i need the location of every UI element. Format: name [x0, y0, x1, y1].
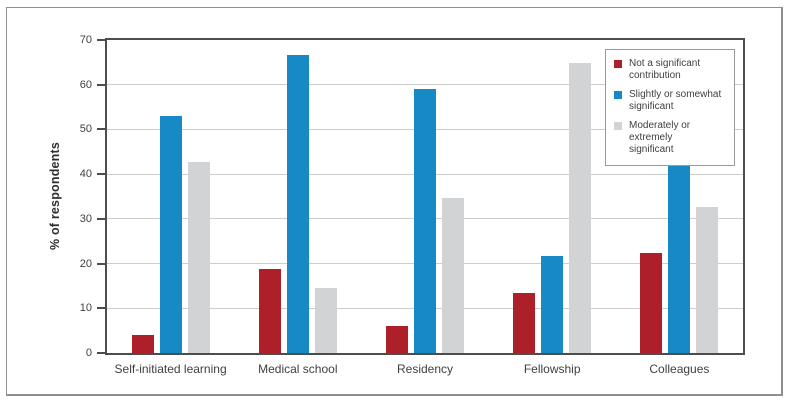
x-category-label: Medical school [258, 362, 338, 376]
y-tick-label: 20 [79, 257, 92, 270]
bar-self-initiated-learning-series-2 [187, 161, 210, 353]
legend-swatch-icon [614, 91, 622, 99]
bar-colleagues-series-0 [640, 253, 663, 353]
gridline [107, 84, 743, 86]
legend-item: Slightly or somewhat significant [614, 89, 730, 113]
y-axis-title: % of respondents [48, 141, 62, 251]
bar-colleagues-series-1 [668, 151, 691, 353]
legend-label: Moderately or extremely significant [629, 120, 691, 155]
legend-item: Not a significant contribution [614, 58, 730, 82]
y-tick-mark [97, 39, 105, 41]
y-tick-mark [97, 83, 105, 86]
bar-self-initiated-learning-series-1 [159, 116, 182, 353]
y-tick-label: 70 [79, 34, 92, 46]
y-tick-label: 40 [79, 168, 92, 181]
bar-medical-school-series-1 [286, 55, 309, 353]
y-tick-mark [97, 217, 105, 220]
bar-residency-series-2 [442, 198, 464, 353]
y-tick-mark [97, 307, 105, 310]
y-tick-label: 50 [79, 123, 92, 136]
bar-medical-school-series-0 [258, 268, 281, 353]
y-tick-label: 10 [79, 302, 92, 315]
bar-residency-series-0 [386, 325, 408, 353]
legend-label: Not a significant contribution [629, 58, 701, 81]
x-category-label: Fellowship [523, 362, 581, 376]
bar-medical-school-series-2 [314, 287, 337, 353]
legend: Not a significant contribution Slightly or… [605, 49, 735, 166]
y-tick-label: 60 [79, 78, 92, 91]
bar-fellowship-series-0 [513, 292, 536, 353]
y-tick-mark [97, 173, 105, 176]
legend-label: Slightly or somewhat significant [629, 89, 722, 112]
y-tick-label: 30 [79, 212, 92, 225]
bar-fellowship-series-1 [541, 256, 564, 353]
legend-item: Moderately or extremely significant [614, 120, 730, 156]
x-category-label: Self-initiated learning [114, 362, 227, 376]
bar-residency-series-1 [414, 88, 436, 353]
y-tick-mark [97, 352, 105, 354]
x-category-label: Residency [396, 362, 454, 376]
legend-swatch-icon [614, 122, 622, 130]
bar-self-initiated-learning-series-0 [131, 334, 154, 353]
y-tick-mark [97, 128, 105, 131]
y-tick-label: 0 [85, 347, 92, 359]
x-category-label: Colleagues [649, 362, 710, 376]
legend-swatch-icon [614, 60, 622, 68]
bar-fellowship-series-2 [569, 63, 592, 353]
y-tick-mark [97, 262, 105, 265]
bar-colleagues-series-2 [696, 207, 719, 353]
